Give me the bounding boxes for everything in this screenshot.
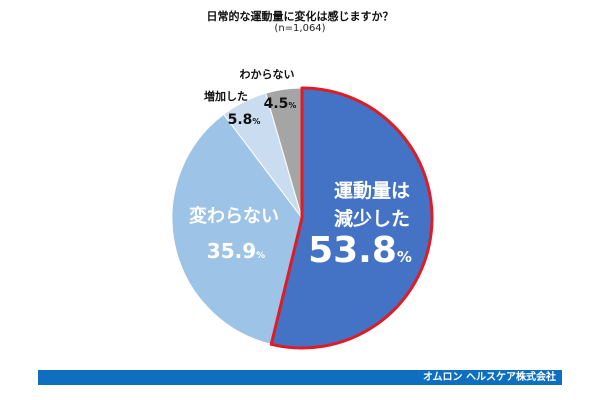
chart-title: 日常的な運動量に変化は感じますか？ bbox=[206, 10, 394, 23]
slice-label: 減少した bbox=[334, 207, 410, 230]
chart-subtitle: (n=1,064) bbox=[274, 23, 326, 34]
slice-label: 変わらない bbox=[189, 205, 279, 227]
slice-value-label: 4.5% bbox=[264, 96, 297, 112]
slice-label: 増加した bbox=[204, 89, 248, 103]
slice-value-label: 53.8% bbox=[308, 230, 412, 271]
pie-slice bbox=[269, 86, 434, 350]
footer-banner: オムロン ヘルスケア株式会社 bbox=[38, 370, 562, 385]
slice-label: 運動量は bbox=[334, 180, 410, 202]
pie-slice bbox=[171, 113, 303, 345]
slice-value-label: 35.9% bbox=[207, 239, 265, 263]
slice-value-label: 5.8% bbox=[228, 112, 261, 128]
slice-label: わからない bbox=[240, 68, 295, 81]
